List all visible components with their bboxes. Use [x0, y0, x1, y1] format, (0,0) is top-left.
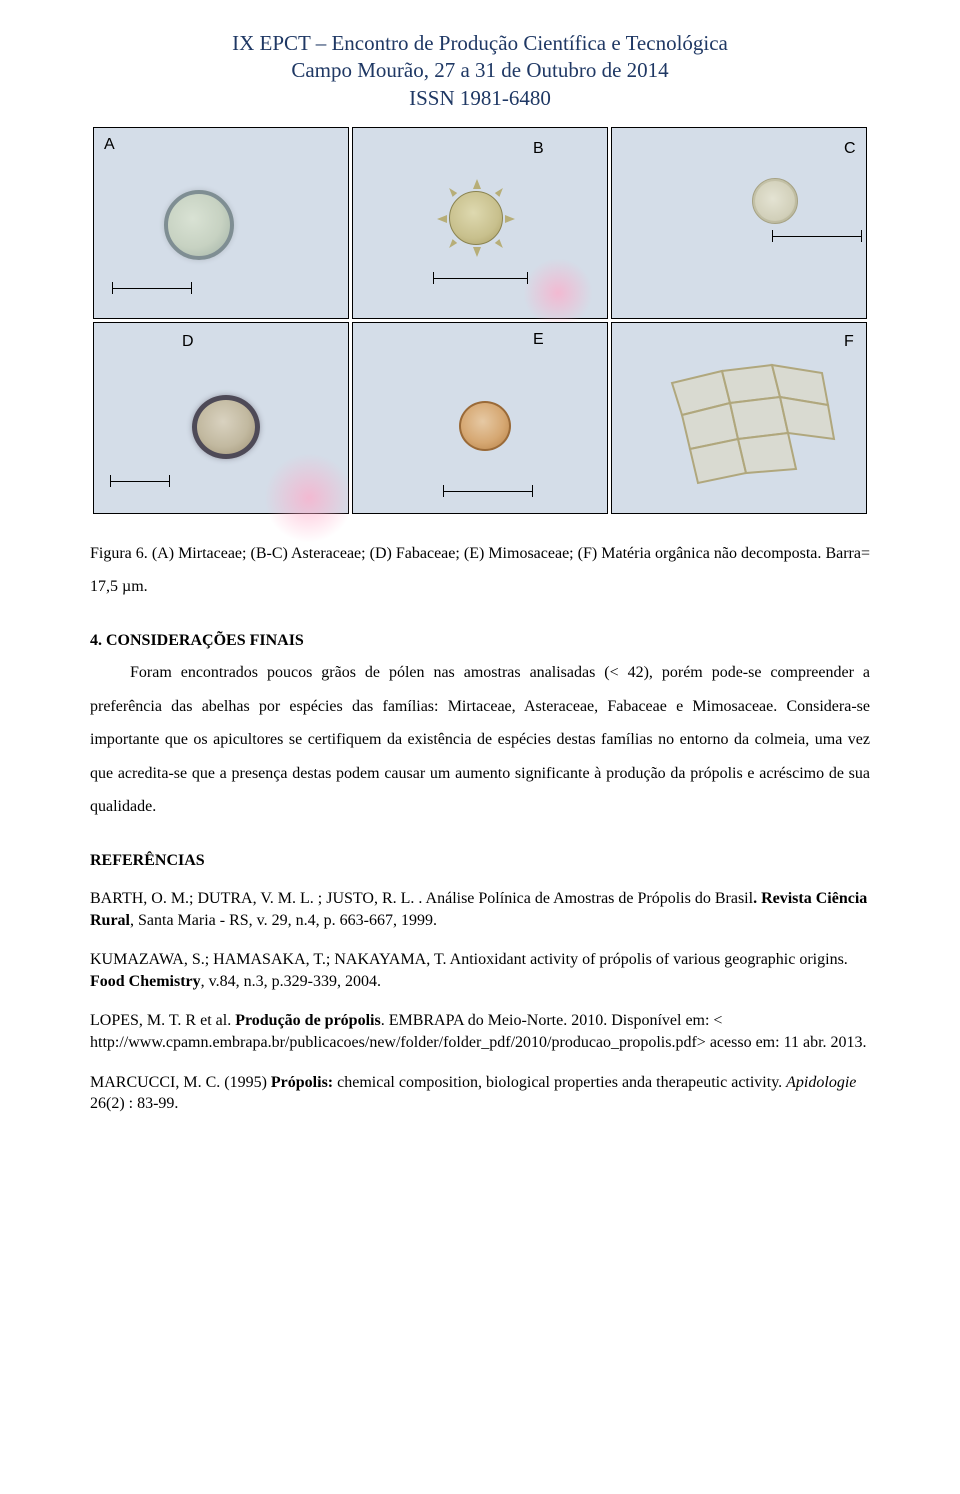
reference-2: KUMAZAWA, S.; HAMASAKA, T.; NAKAYAMA, T.… — [90, 949, 870, 992]
references-title: REFERÊNCIAS — [90, 852, 870, 870]
figure-panel-F: F — [611, 322, 867, 514]
header-line-2: Campo Mourão, 27 a 31 de Outubro de 2014 — [90, 57, 870, 84]
ref-2-pre: KUMAZAWA, S.; HAMASAKA, T.; NAKAYAMA, T.… — [90, 951, 848, 968]
scalebar-D — [110, 481, 170, 482]
header-line-3: ISSN 1981-6480 — [90, 85, 870, 112]
scalebar-A — [112, 288, 192, 289]
ref-3-pre: LOPES, M. T. R et al. — [90, 1012, 235, 1029]
ref-1-pre: BARTH, O. M.; DUTRA, V. M. L. ; JUSTO, R… — [90, 890, 753, 907]
ref-4-post2: 26(2) : 83-99. — [90, 1095, 178, 1112]
figure-panel-B: B — [352, 127, 608, 319]
ref-2-bold: Food Chemistry — [90, 973, 201, 990]
panel-label-B: B — [533, 140, 544, 158]
ref-4-italic: Apidologie — [786, 1074, 856, 1091]
figure-panel-E: E — [352, 322, 608, 514]
reference-3: LOPES, M. T. R et al. Produção de própol… — [90, 1010, 870, 1053]
ref-1-post: , Santa Maria - RS, v. 29, n.4, p. 663-6… — [130, 912, 437, 929]
panel-label-D: D — [182, 333, 194, 351]
pollen-D — [192, 395, 260, 459]
page: IX EPCT – Encontro de Produção Científic… — [0, 0, 960, 1175]
panel-label-E: E — [533, 331, 544, 349]
scalebar-B — [433, 278, 528, 279]
glow-B — [523, 258, 593, 328]
page-header: IX EPCT – Encontro de Produção Científic… — [90, 30, 870, 112]
figure-panel-A: A — [93, 127, 349, 319]
ref-4-post1: chemical composition, biological propert… — [333, 1074, 786, 1091]
organic-matter-icon — [652, 343, 862, 503]
figure-6-table: A B — [90, 124, 870, 517]
reference-1: BARTH, O. M.; DUTRA, V. M. L. ; JUSTO, R… — [90, 888, 870, 931]
glow-D — [264, 453, 354, 543]
pollen-A — [164, 190, 234, 260]
ref-3-bold: Produção de própolis — [235, 1012, 381, 1029]
section-4-body: Foram encontrados poucos grãos de pólen … — [90, 656, 870, 824]
section-4-title: 4. CONSIDERAÇÕES FINAIS — [90, 632, 870, 650]
panel-label-A: A — [104, 136, 115, 154]
scalebar-E — [443, 491, 533, 492]
pollen-E — [459, 401, 511, 451]
ref-4-bold: Própolis: — [271, 1074, 333, 1091]
figure-6-caption: Figura 6. (A) Mirtaceae; (B-C) Asteracea… — [90, 537, 870, 604]
ref-4-pre: MARCUCCI, M. C. (1995) — [90, 1074, 271, 1091]
header-line-1: IX EPCT – Encontro de Produção Científic… — [90, 30, 870, 57]
ref-2-post: , v.84, n.3, p.329-339, 2004. — [201, 973, 381, 990]
scalebar-C — [772, 236, 862, 237]
reference-4: MARCUCCI, M. C. (1995) Própolis: chemica… — [90, 1072, 870, 1115]
pollen-B — [441, 183, 511, 253]
figure-panel-C: C — [611, 127, 867, 319]
pollen-C — [752, 178, 798, 224]
figure-panel-D: D — [93, 322, 349, 514]
panel-label-C: C — [844, 140, 856, 158]
